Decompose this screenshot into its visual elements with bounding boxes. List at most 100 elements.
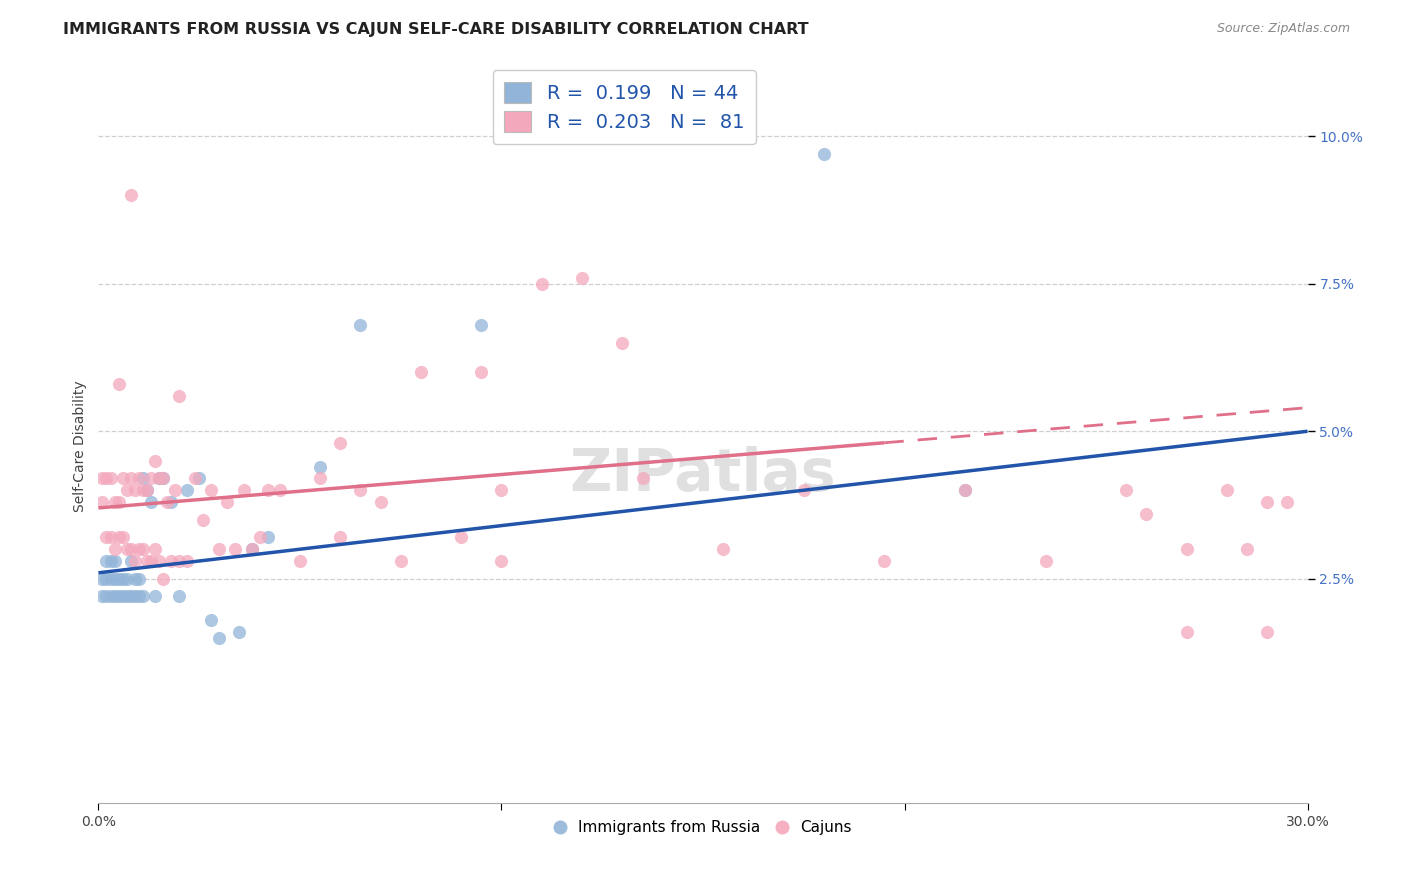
Point <box>111 572 134 586</box>
Point <box>200 613 222 627</box>
Point <box>100 572 122 586</box>
Point <box>107 495 129 509</box>
Point <box>103 542 125 557</box>
Point <box>249 530 271 544</box>
Point <box>124 590 146 604</box>
Point <box>120 554 142 568</box>
Point <box>107 377 129 392</box>
Point <box>193 513 215 527</box>
Point <box>813 147 835 161</box>
Point <box>711 542 734 557</box>
Point <box>288 554 311 568</box>
Point <box>167 389 190 403</box>
Point <box>103 495 125 509</box>
Point <box>1236 542 1258 557</box>
Point <box>1256 495 1278 509</box>
Point <box>103 572 125 586</box>
Point <box>631 471 654 485</box>
Point <box>232 483 254 498</box>
Point <box>160 495 183 509</box>
Point <box>128 572 150 586</box>
Point <box>389 554 412 568</box>
Point <box>128 471 150 485</box>
Point <box>132 542 155 557</box>
Point <box>135 554 157 568</box>
Point <box>100 590 122 604</box>
Point <box>96 572 118 586</box>
Point <box>256 483 278 498</box>
Point <box>176 554 198 568</box>
Point <box>200 483 222 498</box>
Point <box>120 542 142 557</box>
Point <box>370 495 392 509</box>
Point <box>349 318 371 332</box>
Point <box>152 471 174 485</box>
Point <box>128 542 150 557</box>
Point <box>409 365 432 379</box>
Point <box>120 471 142 485</box>
Point <box>1216 483 1239 498</box>
Point <box>167 554 190 568</box>
Point <box>96 590 118 604</box>
Point <box>111 530 134 544</box>
Point <box>91 572 114 586</box>
Text: ZIPatlas: ZIPatlas <box>569 446 837 503</box>
Point <box>1175 624 1198 639</box>
Point <box>96 554 118 568</box>
Point <box>873 554 896 568</box>
Point <box>103 554 125 568</box>
Point <box>115 572 138 586</box>
Point <box>148 471 170 485</box>
Point <box>132 590 155 604</box>
Point <box>530 277 553 291</box>
Point <box>115 542 138 557</box>
Point <box>184 471 207 485</box>
Point <box>217 495 239 509</box>
Point <box>132 483 155 498</box>
Point <box>329 530 352 544</box>
Point <box>148 554 170 568</box>
Point <box>96 530 118 544</box>
Point <box>100 530 122 544</box>
Point <box>491 554 513 568</box>
Point <box>120 188 142 202</box>
Point <box>329 436 352 450</box>
Point <box>128 590 150 604</box>
Point <box>152 572 174 586</box>
Point <box>139 495 162 509</box>
Point <box>612 335 634 350</box>
Point <box>167 590 190 604</box>
Point <box>240 542 263 557</box>
Point <box>143 454 166 468</box>
Point <box>1277 495 1299 509</box>
Point <box>450 530 472 544</box>
Point <box>1175 542 1198 557</box>
Point <box>163 483 186 498</box>
Point <box>135 483 157 498</box>
Text: Source: ZipAtlas.com: Source: ZipAtlas.com <box>1216 22 1350 36</box>
Point <box>139 471 162 485</box>
Point <box>793 483 815 498</box>
Point <box>256 530 278 544</box>
Point <box>100 471 122 485</box>
Point <box>120 590 142 604</box>
Point <box>100 554 122 568</box>
Point <box>208 631 231 645</box>
Point <box>91 471 114 485</box>
Point <box>107 572 129 586</box>
Point <box>1035 554 1057 568</box>
Point <box>1135 507 1157 521</box>
Point <box>107 530 129 544</box>
Point <box>107 590 129 604</box>
Text: IMMIGRANTS FROM RUSSIA VS CAJUN SELF-CARE DISABILITY CORRELATION CHART: IMMIGRANTS FROM RUSSIA VS CAJUN SELF-CAR… <box>63 22 808 37</box>
Point <box>224 542 246 557</box>
Point <box>309 471 332 485</box>
Point <box>240 542 263 557</box>
Point <box>953 483 976 498</box>
Point <box>103 590 125 604</box>
Legend: Immigrants from Russia, Cajuns: Immigrants from Russia, Cajuns <box>548 814 858 841</box>
Point <box>1115 483 1137 498</box>
Point <box>228 624 250 639</box>
Point <box>96 471 118 485</box>
Point <box>152 471 174 485</box>
